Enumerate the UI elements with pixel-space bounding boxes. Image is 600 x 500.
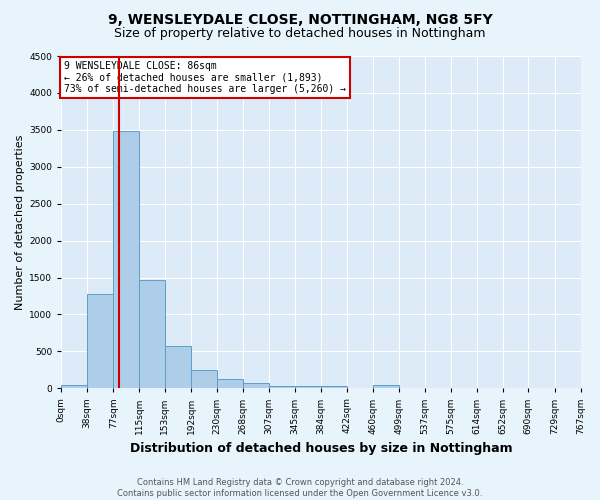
Bar [242, 384, 269, 388]
Text: 9, WENSLEYDALE CLOSE, NOTTINGHAM, NG8 5FY: 9, WENSLEYDALE CLOSE, NOTTINGHAM, NG8 5F… [107, 12, 493, 26]
Bar [191, 370, 217, 388]
Bar [61, 384, 87, 388]
Bar [373, 385, 399, 388]
Bar [269, 386, 295, 388]
Bar [321, 386, 347, 388]
Text: Size of property relative to detached houses in Nottingham: Size of property relative to detached ho… [114, 28, 486, 40]
X-axis label: Distribution of detached houses by size in Nottingham: Distribution of detached houses by size … [130, 442, 512, 455]
Text: Contains HM Land Registry data © Crown copyright and database right 2024.
Contai: Contains HM Land Registry data © Crown c… [118, 478, 482, 498]
Bar [295, 386, 321, 388]
Bar [165, 346, 191, 389]
Y-axis label: Number of detached properties: Number of detached properties [15, 134, 25, 310]
Bar [217, 378, 242, 388]
Bar [87, 294, 113, 388]
Bar [139, 280, 165, 388]
Bar [113, 132, 139, 388]
Text: 9 WENSLEYDALE CLOSE: 86sqm
← 26% of detached houses are smaller (1,893)
73% of s: 9 WENSLEYDALE CLOSE: 86sqm ← 26% of deta… [64, 61, 346, 94]
